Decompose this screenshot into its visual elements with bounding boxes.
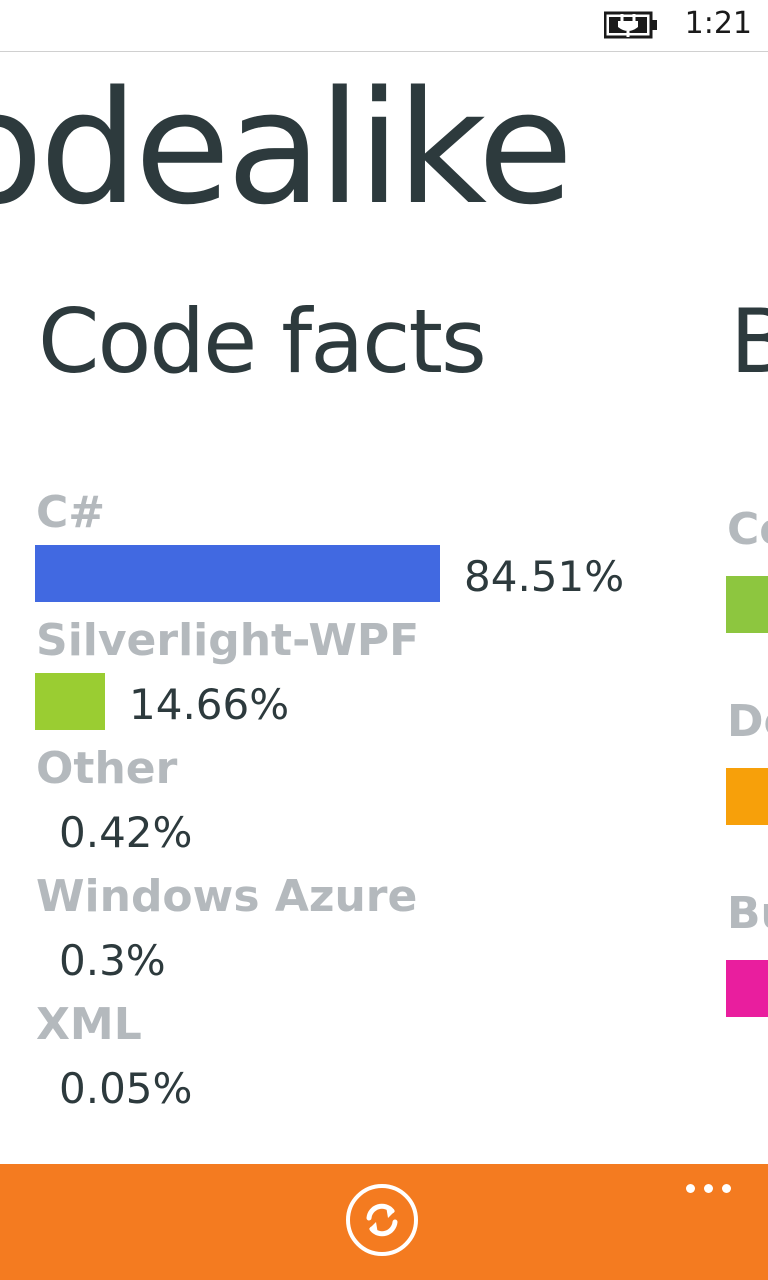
status-bar: 1:21 [0,0,768,52]
peek-bar-1 [726,576,768,633]
pivot-header-next[interactable]: B [730,290,768,393]
language-percent-other: 0.42% [59,808,193,857]
refresh-button[interactable] [346,1184,418,1256]
pivot-header-code-facts[interactable]: Code facts [38,290,487,393]
refresh-icon [366,1203,398,1237]
language-label-csharp: C# [36,487,106,538]
peek-label-3: Bu [727,888,768,939]
language-percent-csharp: 84.51% [464,552,625,601]
language-label-xml: XML [36,999,142,1050]
peek-bar-2 [726,768,768,825]
app-bar [0,1164,768,1280]
peek-label-1: Co [727,504,768,555]
peek-label-2: De [727,696,768,747]
language-percent-xml: 0.05% [59,1064,193,1113]
ellipsis-icon[interactable] [686,1180,734,1196]
language-percent-silverlight-wpf: 14.66% [129,680,290,729]
battery-charging-icon [603,10,658,40]
peek-bar-3 [726,960,768,1017]
language-bar-silverlight-wpf [35,673,105,730]
app-title: odealike [0,57,573,239]
language-bar-csharp [35,545,440,602]
language-percent-windows-azure: 0.3% [59,936,166,985]
language-label-windows-azure: Windows Azure [36,871,418,922]
language-label-other: Other [36,743,178,794]
language-label-silverlight-wpf: Silverlight-WPF [36,615,420,666]
status-clock: 1:21 [684,6,752,41]
